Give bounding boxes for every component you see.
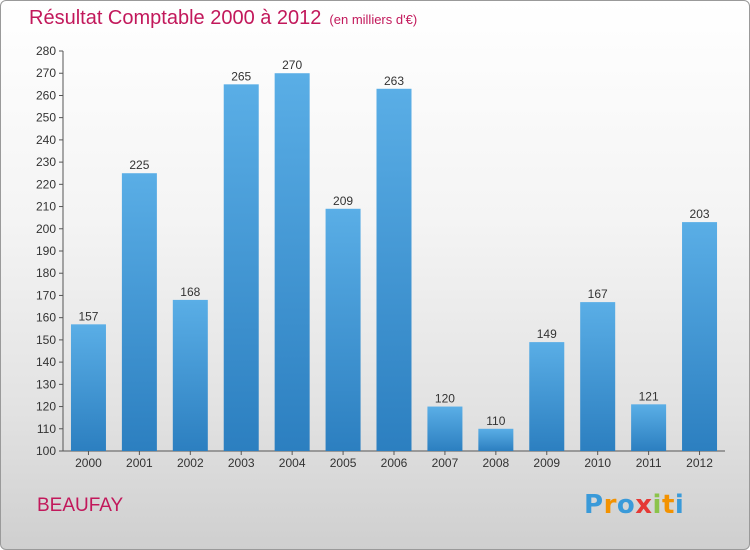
y-tick-label: 260	[36, 88, 56, 102]
bar-2002	[172, 299, 208, 451]
logo-letter: t	[661, 490, 675, 520]
x-tick-label: 2000	[75, 456, 102, 470]
y-tick-label: 230	[36, 155, 56, 169]
bar-2008	[478, 428, 514, 451]
data-label-2010: 167	[588, 287, 608, 301]
bar-2003	[223, 84, 259, 451]
logo-letter: x	[635, 490, 653, 520]
data-label-2008: 110	[486, 414, 505, 428]
x-tick-label: 2006	[381, 456, 408, 470]
y-tick-label: 130	[36, 377, 56, 391]
bar-2005	[325, 208, 361, 451]
data-label-2004: 270	[282, 58, 302, 72]
bar-2009	[529, 342, 565, 451]
data-label-2003: 265	[231, 69, 251, 83]
data-labels: 157 225 168 265 270 209 263 120 110 149 167 121 203	[78, 58, 709, 428]
y-tick-label: 280	[36, 44, 56, 58]
x-tick-label: 2012	[686, 456, 713, 470]
y-tick-label: 170	[36, 288, 56, 302]
data-label-2009: 149	[537, 327, 557, 341]
y-tick-label: 100	[36, 444, 56, 458]
title-text: Résultat Comptable 2000 à 2012	[29, 7, 322, 29]
y-tick-label: 200	[36, 222, 56, 236]
x-tick-label: 2008	[482, 456, 509, 470]
y-tick-label: 110	[37, 422, 56, 436]
chart-title: Résultat Comptable 2000 à 2012 (en millie…	[29, 7, 417, 30]
x-tick-label: 2010	[584, 456, 611, 470]
bar-2001	[121, 173, 157, 451]
y-tick-label: 160	[36, 311, 56, 325]
data-label-2005: 209	[333, 194, 353, 208]
bar-2011	[631, 404, 667, 451]
y-tick-label: 250	[36, 111, 56, 125]
data-label-2006: 263	[384, 74, 404, 88]
y-tick-label: 220	[36, 177, 56, 191]
logo-letter: i	[652, 490, 662, 520]
y-tick-label: 190	[36, 244, 56, 258]
data-label-2007: 120	[435, 392, 455, 406]
commune-name: BEAUFAY	[37, 495, 124, 516]
y-tick-label: 140	[36, 355, 56, 369]
data-label-2002: 168	[180, 285, 200, 299]
chart-subtitle: (en milliers d'€)	[329, 12, 418, 27]
x-tick-label: 2007	[432, 456, 459, 470]
x-tick-label: 2002	[177, 456, 204, 470]
y-tick-label: 120	[36, 400, 56, 414]
x-tick-label: 2009	[533, 456, 560, 470]
bar-2010	[580, 302, 616, 451]
data-label-2012: 203	[690, 207, 710, 221]
proxiti-logo: Proxiti	[584, 490, 684, 520]
bar-2007	[427, 406, 463, 451]
x-tick-label: 2005	[330, 456, 357, 470]
bar-2012	[682, 222, 718, 451]
data-label-2001: 225	[129, 158, 149, 172]
bar-2000	[70, 324, 106, 451]
logo-letter: r	[603, 490, 617, 520]
logo-letter: i	[674, 490, 685, 520]
y-tick-label: 210	[36, 200, 56, 214]
y-tick-label: 180	[36, 266, 56, 280]
x-tick-label: 2011	[636, 456, 662, 470]
data-label-2000: 157	[78, 309, 98, 323]
x-tick-label: 2003	[228, 456, 255, 470]
y-tick-label: 150	[36, 333, 56, 347]
bar-2006	[376, 88, 412, 452]
x-tick-label: 2004	[279, 456, 306, 470]
y-tick-label: 270	[36, 66, 56, 80]
data-label-2011: 121	[639, 389, 659, 403]
bars	[70, 73, 718, 452]
x-tick-label: 2001	[126, 456, 153, 470]
bar-2004	[274, 73, 310, 451]
logo-letter: o	[616, 490, 636, 520]
logo-letter: P	[584, 490, 604, 520]
y-tick-label: 240	[36, 133, 56, 147]
